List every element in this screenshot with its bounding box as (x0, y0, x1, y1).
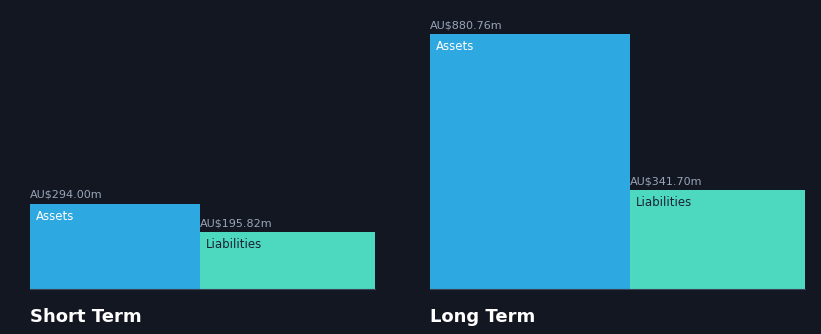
Text: Liabilities: Liabilities (206, 238, 262, 251)
Text: AU$341.70m: AU$341.70m (630, 176, 703, 186)
Bar (200, 232, 375, 289)
Text: AU$294.00m: AU$294.00m (30, 190, 103, 200)
Text: Long Term: Long Term (430, 308, 535, 326)
Bar (630, 190, 805, 289)
Text: Short Term: Short Term (30, 308, 142, 326)
Bar (30, 204, 200, 289)
Text: Assets: Assets (36, 210, 75, 223)
Text: Liabilities: Liabilities (636, 196, 692, 209)
Text: AU$195.82m: AU$195.82m (200, 218, 273, 228)
Text: AU$880.76m: AU$880.76m (430, 20, 502, 30)
Text: Assets: Assets (436, 40, 475, 53)
Bar (430, 34, 630, 289)
